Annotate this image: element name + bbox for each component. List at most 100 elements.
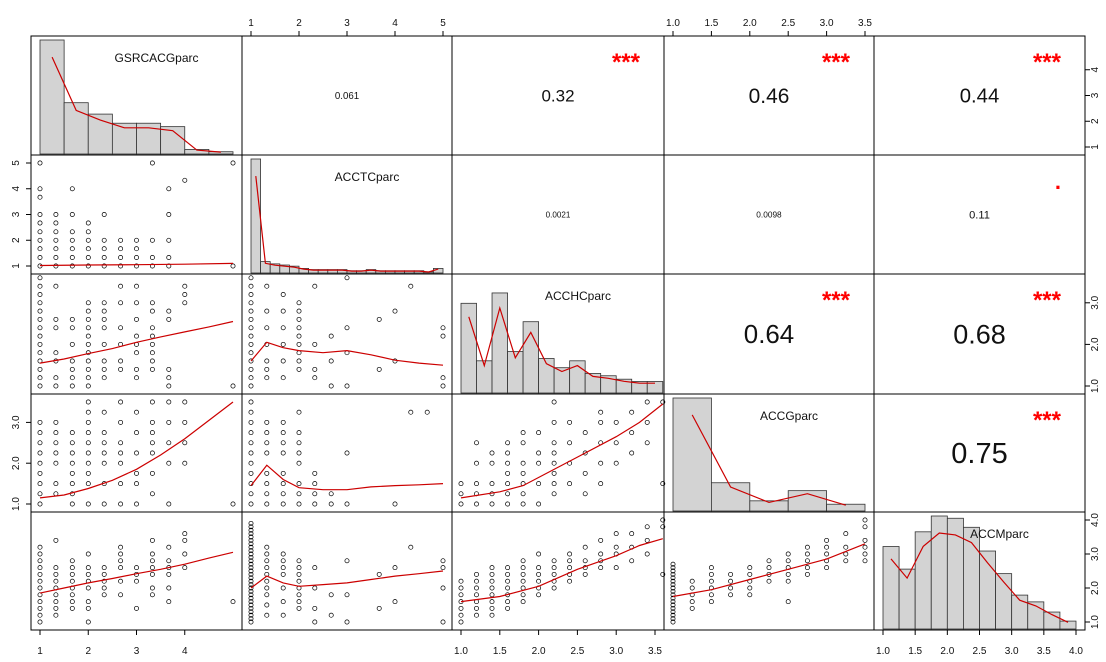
scatter-point [670, 582, 676, 588]
scatter-point [248, 609, 254, 615]
axis-tick-label: 2.0 [11, 456, 22, 470]
scatter-point [474, 440, 479, 446]
axis-tick-label: 1 [11, 263, 22, 269]
axis-tick-label: 3 [134, 646, 140, 657]
scatter-point [296, 491, 302, 497]
scatter-point [69, 450, 75, 456]
scatter-point [69, 212, 75, 217]
scatter-point [328, 358, 334, 364]
scatter-point [582, 571, 588, 577]
scatter-point [296, 358, 302, 364]
scatter-point [166, 308, 172, 314]
scatter-point [248, 399, 254, 405]
scatter-point [248, 554, 254, 560]
scatter-point [296, 325, 302, 331]
scatter-point [551, 440, 557, 446]
scatter-point [134, 375, 139, 381]
scatter-point [248, 520, 254, 526]
panel-r2-c3: 0.64 *** [663, 273, 875, 395]
scatter-point [567, 558, 573, 564]
scatter-point [862, 558, 868, 564]
histogram-bar [63, 102, 89, 155]
scatter-point [149, 491, 155, 497]
scatter-point [118, 558, 124, 564]
scatter-point [264, 544, 270, 550]
scatter-point [670, 616, 676, 622]
scatter-point [312, 366, 318, 372]
scatter-point [182, 531, 188, 537]
scatter-point [489, 599, 495, 605]
scatter-point [118, 255, 124, 260]
scatter-point [264, 592, 270, 598]
axis-tick-label: 1.0 [454, 646, 468, 657]
scatter-point [264, 308, 270, 314]
scatter-point [785, 578, 791, 584]
scatter-point [670, 605, 676, 611]
scatter-point [118, 592, 124, 598]
panel-r2-c2: ACCHCparc [451, 273, 665, 395]
scatter-point [474, 612, 479, 618]
scatter-point [248, 409, 254, 415]
scatter-point [37, 419, 43, 425]
scatter-point [708, 592, 714, 598]
scatter-point [248, 616, 254, 622]
scatter-point [644, 399, 650, 405]
scatter-point [613, 440, 619, 446]
scatter-point [408, 544, 414, 550]
scatter-point [149, 308, 155, 314]
scatter-point [843, 558, 849, 564]
correlation-value: 0.32 [541, 86, 574, 105]
scatter-point [248, 325, 254, 331]
scatter-point [69, 316, 75, 322]
histogram-bar [826, 503, 866, 512]
axis-tick-label: 1 [248, 18, 254, 29]
axis-tick-label: 3.5 [858, 18, 872, 29]
panel-r0-c3: 0.46 *** [663, 35, 875, 156]
scatter-point [296, 308, 302, 314]
scatter-point [660, 571, 666, 577]
scatter-point [101, 460, 107, 466]
axis-tick-label: 2.0 [940, 646, 954, 657]
scatter-point [264, 430, 270, 436]
scatter-point [264, 470, 270, 476]
smooth-line [250, 570, 444, 589]
scatter-point [551, 571, 557, 577]
density-curve [468, 305, 655, 384]
scatter-point [520, 501, 526, 507]
scatter-point [328, 383, 334, 389]
scatter-point [505, 599, 511, 605]
scatter-point [166, 440, 172, 446]
scatter-point [118, 440, 124, 446]
scatter-point [134, 333, 139, 339]
scatter-point [536, 551, 542, 557]
axis-tick-label: 4 [182, 646, 188, 657]
panel-frame [451, 511, 665, 631]
histogram-bar [460, 302, 477, 394]
scatter-point [134, 263, 139, 269]
scatter-point [248, 375, 254, 381]
scatter-point [149, 440, 155, 446]
histogram-bar [208, 151, 234, 155]
scatter-point [85, 325, 91, 331]
scatter-point [248, 366, 254, 372]
scatter-point [536, 430, 542, 436]
axis-tick-label: 1.5 [704, 18, 718, 29]
panel-r2-c4: 0.68 *** [873, 273, 1086, 395]
scatter-point [248, 592, 254, 598]
scatter-point [248, 275, 254, 281]
scatter-point [296, 440, 302, 446]
axis-tick-label: 2.0 [1090, 337, 1101, 351]
scatter-point [644, 419, 650, 425]
scatter-point [264, 578, 270, 584]
scatter-point [134, 366, 139, 372]
scatter-point [101, 316, 107, 322]
scatter-point [424, 409, 430, 415]
scatter-point [248, 585, 254, 591]
scatter-point [474, 571, 479, 577]
scatter-point [53, 237, 59, 243]
scatter-point [248, 619, 254, 625]
scatter-point [804, 571, 810, 577]
variable-name: ACCTCparc [335, 170, 400, 184]
scatter-point [53, 605, 59, 611]
